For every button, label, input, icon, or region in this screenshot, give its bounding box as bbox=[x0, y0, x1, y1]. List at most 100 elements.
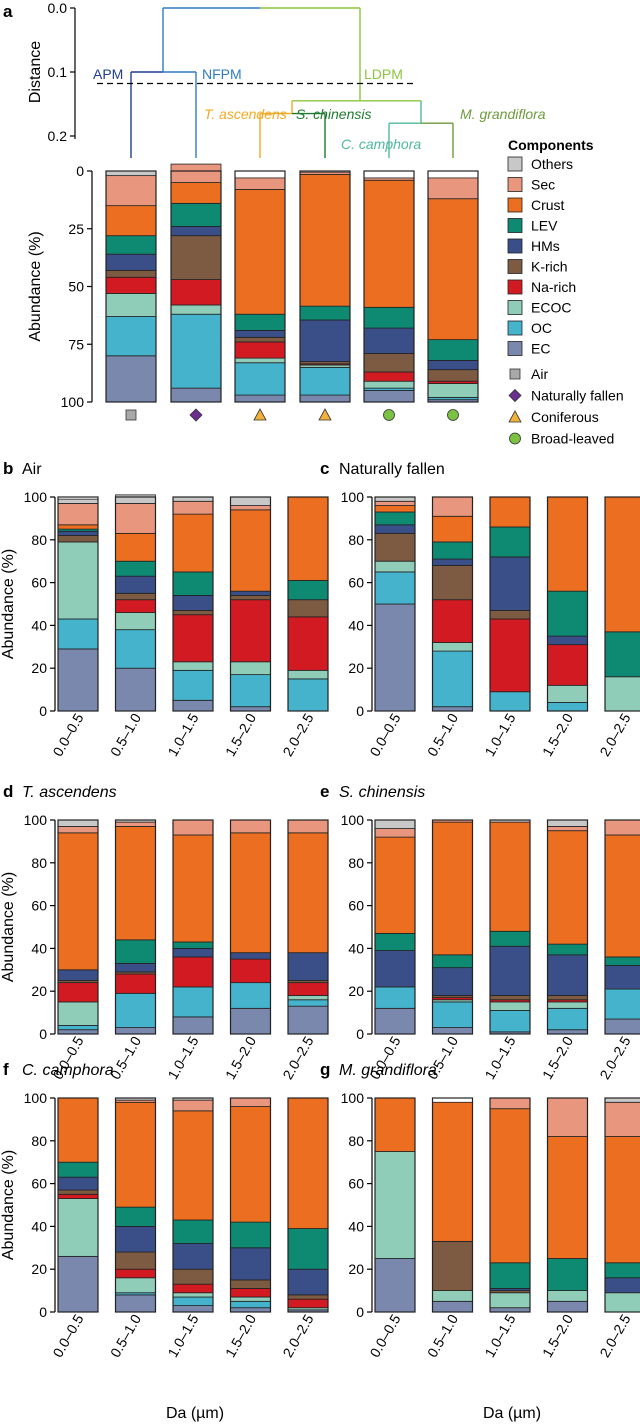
panel-d-tick-label: 0 bbox=[39, 1026, 47, 1042]
bar-segment-air-k-rich bbox=[105, 269, 157, 278]
panel-f-segment-1-5-2-0-hms bbox=[230, 1247, 271, 1281]
panel-e-bar-outline-1-5-2-0 bbox=[546, 819, 589, 1035]
panel-d-segment-0-0-0-5-na-rich bbox=[57, 982, 99, 1003]
bar-segment-naturally-fallen-k-rich bbox=[170, 235, 222, 280]
bar-segment-broad-leaved-c-camphora-hms bbox=[363, 327, 415, 354]
panel-c-segment-0-5-1-0-crust bbox=[432, 515, 473, 543]
panel-letter-g: g bbox=[320, 1060, 330, 1079]
panel-b-segment-0-5-1-0-lev bbox=[115, 560, 156, 577]
bar-segment-air-ec bbox=[105, 355, 157, 403]
panel-e-segment-0-5-1-0-crust bbox=[432, 821, 473, 956]
panel-a-tick-label: 75 bbox=[68, 336, 84, 352]
panel-d-segment-1-0-1-5-na-rich bbox=[172, 956, 214, 988]
panel-f-tick-label: 60 bbox=[31, 1176, 47, 1192]
dendro-tick-label: 0.2 bbox=[48, 128, 68, 144]
panel-c-segment-0-0-0-5-k-rich bbox=[374, 532, 416, 562]
panel-b-xtick-label: 1.5–2.0 bbox=[222, 710, 259, 759]
panel-c-segment-0-5-1-0-oc bbox=[432, 650, 473, 708]
panel-g-tick-label: 40 bbox=[348, 1218, 364, 1234]
legend-marker-label-naturally-fallen: Naturally fallen bbox=[531, 388, 624, 404]
bar-segment-broad-leaved-m-grandiflora-sec bbox=[427, 177, 479, 200]
legend-label-ec: EC bbox=[531, 341, 550, 357]
panel-c-segment-1-0-1-5-oc bbox=[489, 691, 531, 712]
panel-e-segment-1-5-2-0-k-rich bbox=[547, 995, 588, 1001]
panel-f-segment-1-5-2-0-lev bbox=[230, 1221, 271, 1249]
panel-e-segment-0-0-0-5-oc bbox=[374, 986, 416, 1009]
bar-segment-air-crust bbox=[105, 205, 157, 237]
panel-f-ylabel: Abundance (%) bbox=[0, 1150, 17, 1260]
panel-b-segment-2-0-2-5-lev bbox=[287, 580, 329, 601]
panel-g-segment-2-0-2-5-others bbox=[604, 1097, 640, 1103]
panel-f-xtick-label: 0.5–1.0 bbox=[107, 1311, 144, 1360]
legend-swatch-na-rich bbox=[507, 279, 523, 295]
components-legend: Components Others Sec Crust LEV HMs K-rich Na-r… bbox=[507, 137, 624, 447]
panel-a-tick-label: 50 bbox=[68, 279, 84, 295]
panel-f-segment-0-5-1-0-hms bbox=[115, 1226, 156, 1253]
panel-g-bar-outline-1-5-2-0 bbox=[546, 1097, 589, 1313]
panel-c-segment-0-5-1-0-lev bbox=[432, 541, 473, 560]
panel-f-segment-1-0-1-5-crust bbox=[172, 1110, 214, 1221]
panel-g-bar-outline-0-5-1-0 bbox=[431, 1097, 474, 1313]
bar-segment-coniferous-s-chinensis-ec bbox=[299, 394, 351, 403]
panel-e-segment-2-0-2-5-crust bbox=[604, 834, 640, 958]
panel-c-xtick-label: 2.0–2.5 bbox=[596, 710, 633, 759]
panel-g-segment-1-0-1-5-sec bbox=[489, 1097, 531, 1110]
panel-d-segment-0-5-1-0-ec bbox=[115, 1027, 156, 1035]
panel-b-bar-outline-1-0-1-5 bbox=[172, 496, 214, 712]
panel-d-ylabel: Abundance (%) bbox=[0, 872, 17, 982]
panel-c-segment-0-0-0-5-lev bbox=[374, 511, 416, 526]
panel-b-segment-0-5-1-0-crust bbox=[115, 532, 156, 562]
panel-f-xtick-label: 1.5–2.0 bbox=[222, 1311, 259, 1360]
panel-c-segment-2-0-2-5-crust bbox=[604, 496, 640, 633]
panel-b-tick-label: 60 bbox=[31, 575, 47, 591]
bar-segment-broad-leaved-c-camphora-lev bbox=[363, 306, 415, 329]
panel-b-segment-0-5-1-0-na-rich bbox=[115, 599, 156, 613]
category-marker-coniferous-t-ascendens bbox=[253, 408, 267, 421]
panel-e-bar-outline-0-0-0-5 bbox=[374, 819, 416, 1035]
panel-c-tick-label: 60 bbox=[348, 575, 364, 591]
panel-g-segment-2-0-2-5-crust bbox=[604, 1136, 640, 1264]
panel-b-segment-1-5-2-0-crust bbox=[230, 509, 271, 592]
panel-e-segment-0-5-1-0-oc bbox=[432, 1001, 473, 1028]
panel-e-segment-1-5-2-0-ec bbox=[547, 1029, 588, 1035]
panel-a-chart: 0 25 50 75 100 Abundance (%) bbox=[27, 163, 479, 422]
category-marker-broad-leaved-m-grandiflora bbox=[447, 409, 459, 421]
panel-c-bar-outline-1-0-1-5 bbox=[489, 496, 531, 712]
panel-c-segment-0-0-0-5-sec bbox=[374, 500, 416, 506]
cluster-label-apm: APM bbox=[93, 66, 123, 82]
bar-segment-broad-leaved-c-camphora-ec bbox=[363, 390, 415, 403]
panel-b-segment-1-0-1-5-ec bbox=[172, 699, 214, 712]
panel-c-tick-label: 0 bbox=[356, 703, 364, 719]
panel-e-segment-2-0-2-5-lev bbox=[604, 956, 640, 966]
sample-label-t-ascendens: T. ascendens bbox=[204, 106, 287, 122]
panel-g-segment-2-0-2-5-lev bbox=[604, 1262, 640, 1279]
panel-c-segment-2-0-2-5-lev bbox=[604, 631, 640, 678]
panel-e-segment-0-0-0-5-crust bbox=[374, 836, 416, 934]
panel-g-segment-1-5-2-0-ec bbox=[547, 1300, 588, 1313]
bar-segment-coniferous-t-ascendens-hms bbox=[234, 329, 286, 338]
panel-c-segment-1-0-1-5-na-rich bbox=[489, 618, 531, 693]
panel-c-xtick-label: 1.5–2.0 bbox=[539, 710, 576, 759]
panel-d-bar-outline-0-0-0-5 bbox=[57, 819, 99, 1035]
panel-f-segment-1-0-1-5-lev bbox=[172, 1219, 214, 1244]
panel-f-segment-0-0-0-5-na-rich bbox=[57, 1193, 99, 1199]
panel-c-segment-0-0-0-5-others bbox=[374, 496, 416, 502]
panel-b-segment-0-5-1-0-k-rich bbox=[115, 592, 156, 601]
panel-f-segment-2-0-2-5-crust bbox=[287, 1097, 329, 1229]
panel-b-segment-2-0-2-5-crust bbox=[287, 496, 329, 581]
panel-c-segment-1-5-2-0-crust bbox=[547, 496, 588, 592]
panel-e-segment-1-5-2-0-lev bbox=[547, 943, 588, 956]
panel-f-tick-label: 80 bbox=[31, 1133, 47, 1149]
panel-b-segment-0-0-0-5-ec bbox=[57, 648, 99, 712]
panel-f-xtick-label: 0.0–0.5 bbox=[49, 1311, 86, 1360]
panel-d-segment-1-0-1-5-hms bbox=[172, 948, 214, 958]
panel-b-segment-2-0-2-5-k-rich bbox=[287, 599, 329, 618]
panel-c-bar-outline-0-0-0-5 bbox=[374, 496, 416, 712]
bar-outline-broad-leaved-c-camphora bbox=[363, 170, 415, 403]
panel-f-segment-1-0-1-5-oc bbox=[172, 1296, 214, 1306]
panel-e-tick-label: 100 bbox=[341, 812, 365, 828]
panel-c-segment-0-0-0-5-crust bbox=[374, 505, 416, 513]
panel-e-segment-1-5-2-0-oc bbox=[547, 1007, 588, 1031]
panel-f-bar-outline-1-0-1-5 bbox=[172, 1097, 214, 1313]
panel-c-segment-1-0-1-5-k-rich bbox=[489, 610, 531, 620]
